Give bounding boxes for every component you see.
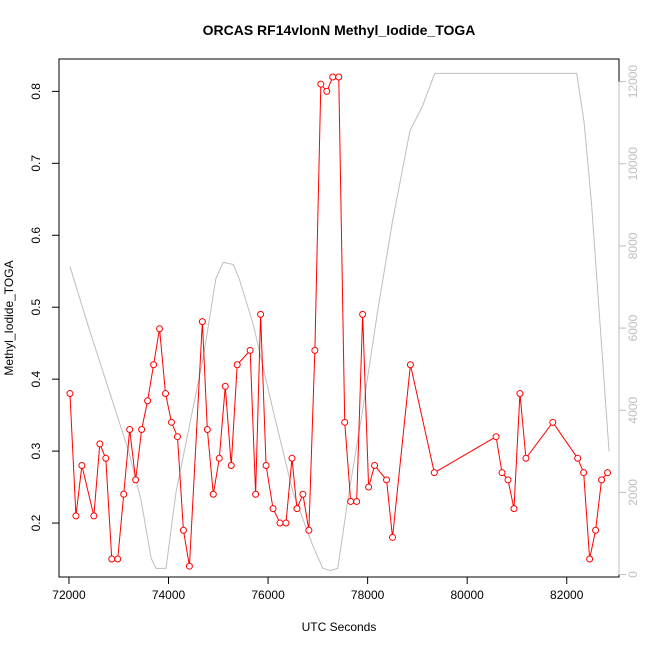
primary-series-point xyxy=(383,476,391,484)
primary-series-point xyxy=(90,512,98,520)
primary-series-point xyxy=(510,505,518,513)
primary-series-point xyxy=(492,433,500,441)
y2-tick-label: 8000 xyxy=(626,232,640,259)
primary-series-point xyxy=(138,426,146,434)
y-tick-label: 0.5 xyxy=(29,299,43,316)
y2-tick-label: 10000 xyxy=(626,147,640,181)
primary-series-point xyxy=(288,454,296,462)
primary-series-point xyxy=(592,526,600,534)
primary-series-point xyxy=(586,555,594,563)
primary-series-point xyxy=(317,80,325,88)
primary-series-point xyxy=(353,497,361,505)
primary-series-point xyxy=(389,533,397,541)
primary-series-point xyxy=(359,310,367,318)
primary-series-point xyxy=(299,490,307,498)
primary-series-point xyxy=(78,461,86,469)
primary-series-point xyxy=(179,526,187,534)
primary-series-point xyxy=(430,469,438,477)
primary-series-point xyxy=(347,497,355,505)
primary-series-point xyxy=(574,454,582,462)
primary-series-point xyxy=(516,390,524,398)
primary-series-point xyxy=(233,361,241,369)
primary-series-point xyxy=(108,555,116,563)
primary-series-point xyxy=(580,469,588,477)
primary-series-point xyxy=(198,318,206,326)
primary-series-point xyxy=(335,73,343,81)
primary-series-point xyxy=(311,346,319,354)
y-tick-label: 0.2 xyxy=(29,514,43,531)
y-axis-left: 0.2 0.3 0.4 0.5 0.6 0.7 0.8 xyxy=(29,83,60,531)
plot-frame xyxy=(58,58,620,578)
primary-series-point xyxy=(150,361,158,369)
primary-series-point xyxy=(167,418,175,426)
y-axis-label: Methyl_Iodide_TOGA xyxy=(2,260,16,375)
x-tick-label: 78000 xyxy=(351,588,385,602)
x-tick-label: 82000 xyxy=(550,588,584,602)
primary-series-point xyxy=(203,426,211,434)
primary-series-point xyxy=(549,418,557,426)
primary-series-point xyxy=(522,454,530,462)
primary-series-point xyxy=(257,310,265,318)
y-tick-label: 0.3 xyxy=(29,442,43,459)
y-tick-label: 0.4 xyxy=(29,370,43,387)
primary-series-point xyxy=(102,454,110,462)
primary-series-point xyxy=(162,390,170,398)
primary-series-point xyxy=(365,483,373,491)
y-tick-label: 0.8 xyxy=(29,83,43,100)
primary-series-point xyxy=(341,418,349,426)
primary-series-point xyxy=(323,87,331,95)
primary-series-point xyxy=(221,382,229,390)
chart-title: ORCAS RF14vlonN Methyl_Iodide_TOGA xyxy=(203,22,476,38)
primary-series-point xyxy=(598,476,606,484)
primary-series-point xyxy=(144,397,152,405)
primary-series-line xyxy=(69,76,608,567)
y2-tick-label: 0 xyxy=(626,571,640,578)
primary-series-point xyxy=(604,469,612,477)
primary-series-point xyxy=(498,469,506,477)
secondary-series xyxy=(69,72,610,571)
primary-series-point xyxy=(114,555,122,563)
primary-series-point xyxy=(262,461,270,469)
primary-series-point xyxy=(504,476,512,484)
y-axis-right: 0 2000 4000 6000 8000 10000 12000 xyxy=(618,65,640,578)
primary-series-point xyxy=(227,461,235,469)
primary-series-point xyxy=(209,490,217,498)
primary-series-point xyxy=(132,476,140,484)
secondary-series-line xyxy=(69,72,610,571)
x-axis: 72000 74000 76000 78000 80000 82000 xyxy=(52,576,584,602)
y-tick-label: 0.6 xyxy=(29,227,43,244)
x-tick-label: 80000 xyxy=(450,588,484,602)
primary-series-point xyxy=(282,519,290,527)
x-tick-label: 76000 xyxy=(251,588,285,602)
primary-series-point xyxy=(252,490,260,498)
y2-tick-label: 12000 xyxy=(626,65,640,99)
primary-series-point xyxy=(269,505,277,513)
primary-series-point xyxy=(371,461,379,469)
primary-series xyxy=(66,73,612,570)
primary-series-point xyxy=(72,512,80,520)
y2-tick-label: 2000 xyxy=(626,479,640,506)
primary-series-point xyxy=(173,433,181,441)
x-tick-label: 74000 xyxy=(152,588,186,602)
primary-series-point xyxy=(305,526,313,534)
primary-series-point xyxy=(406,361,414,369)
y-tick-label: 0.7 xyxy=(29,155,43,172)
primary-series-point xyxy=(293,505,301,513)
plot-area xyxy=(58,58,620,578)
primary-series-point xyxy=(96,440,104,448)
x-tick-label: 72000 xyxy=(52,588,86,602)
primary-series-point xyxy=(120,490,128,498)
primary-series-point xyxy=(156,325,164,333)
y2-tick-label: 6000 xyxy=(626,314,640,341)
primary-series-point xyxy=(276,519,284,527)
primary-series-point xyxy=(215,454,223,462)
x-axis-label: UTC Seconds xyxy=(302,620,377,634)
primary-series-point xyxy=(246,346,254,354)
primary-series-point xyxy=(66,390,74,398)
primary-series-point xyxy=(126,426,134,434)
primary-series-point xyxy=(329,73,337,81)
primary-series-point xyxy=(185,562,193,570)
y2-tick-label: 4000 xyxy=(626,397,640,424)
